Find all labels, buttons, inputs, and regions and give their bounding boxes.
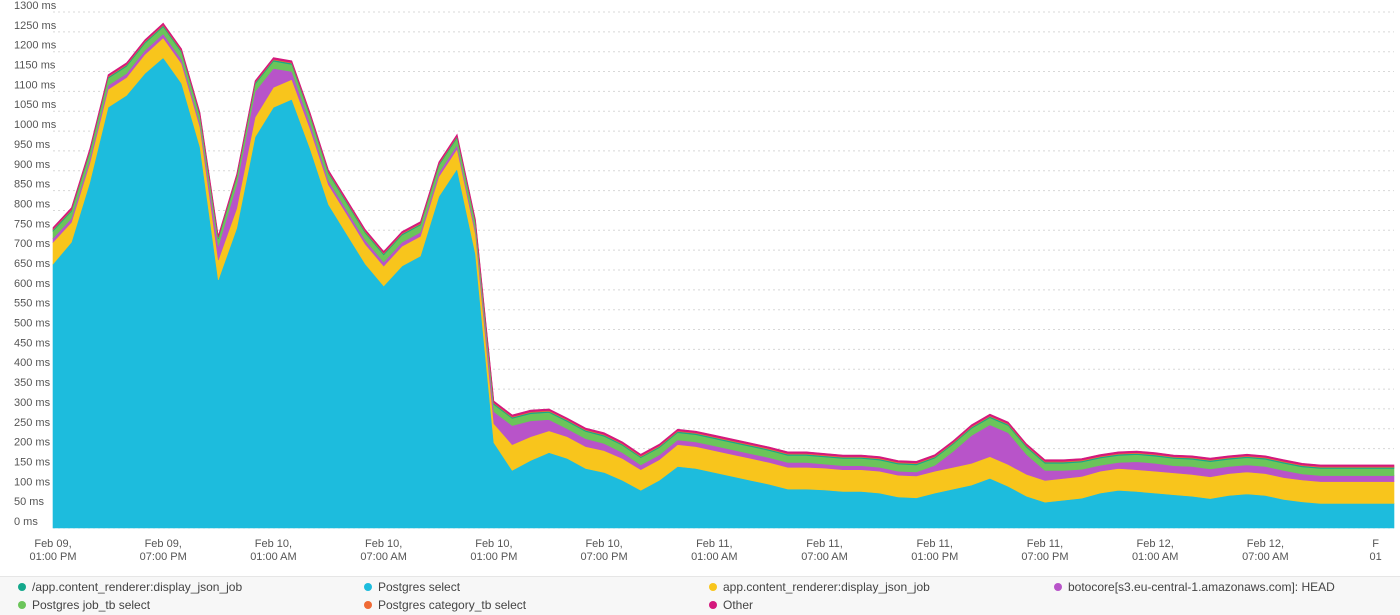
x-tick-label: Feb 11, <box>917 538 954 550</box>
legend-item-app-content-renderer-slash[interactable]: /app.content_renderer:display_json_job <box>18 580 242 594</box>
y-tick-label: 650 ms <box>14 258 51 270</box>
x-tick-label: 07:00 PM <box>1021 551 1068 563</box>
y-tick-label: 450 ms <box>14 337 51 349</box>
y-tick-label: 700 ms <box>14 238 51 250</box>
y-tick-label: 250 ms <box>14 417 51 429</box>
x-tick-label: 01:00 AM <box>250 551 296 563</box>
legend-item-postgres-job-tb-select[interactable]: Postgres job_tb select <box>18 598 150 612</box>
y-tick-label: 1300 ms <box>14 0 57 12</box>
y-tick-label: 1200 ms <box>14 40 57 52</box>
legend-item-app-content-renderer[interactable]: app.content_renderer:display_json_job <box>709 580 930 594</box>
y-tick-label: 800 ms <box>14 198 51 210</box>
y-tick-label: 300 ms <box>14 397 51 409</box>
y-tick-label: 1100 ms <box>14 79 56 91</box>
legend-swatch-icon <box>1054 583 1062 591</box>
x-tick-label: Feb 10, <box>255 538 292 550</box>
y-tick-label: 850 ms <box>14 179 51 191</box>
stacked-area-chart[interactable]: 0 ms 50 ms 100 ms 150 ms 200 ms 250 ms 300 ms 3… <box>0 0 1400 570</box>
legend-label: Other <box>723 598 754 612</box>
legend-item-postgres-category-tb-select[interactable]: Postgres category_tb select <box>364 598 526 612</box>
x-tick-label: 07:00 PM <box>581 551 628 563</box>
y-tick-label: 900 ms <box>14 159 51 171</box>
x-tick-label: 07:00 PM <box>140 551 187 563</box>
x-tick-label: Feb 11, <box>696 538 733 550</box>
x-tick-label: Feb 10, <box>475 538 512 550</box>
y-tick-label: 1000 ms <box>14 119 57 131</box>
x-tick-label: Feb 09, <box>34 538 71 550</box>
y-tick-label: 500 ms <box>14 318 51 330</box>
y-tick-label: 950 ms <box>14 139 51 151</box>
legend-label: Postgres category_tb select <box>378 598 527 612</box>
x-tick-label: 01:00 PM <box>29 551 76 563</box>
legend-swatch-icon <box>709 601 717 609</box>
x-tick-label: Feb 10, <box>365 538 402 550</box>
y-tick-label: 0 ms <box>14 516 38 528</box>
y-tick-label: 1250 ms <box>14 20 57 32</box>
legend-label: /app.content_renderer:display_json_job <box>32 580 243 594</box>
x-tick-label: Feb 11, <box>1027 538 1064 550</box>
x-tick-label: 01:00 AM <box>1132 551 1178 563</box>
area-series-other[interactable] <box>52 22 1395 467</box>
legend-item-postgres-select[interactable]: Postgres select <box>364 580 460 594</box>
y-tick-label: 600 ms <box>14 278 51 290</box>
legend-label: Postgres select <box>378 580 461 594</box>
y-tick-label: 1150 ms <box>14 60 56 72</box>
y-tick-label: 200 ms <box>14 437 51 449</box>
y-tick-label: 50 ms <box>14 496 44 508</box>
x-tick-label: 07:00 AM <box>360 551 406 563</box>
x-tick-label: 01:00 AM <box>691 551 737 563</box>
x-tick-label: F <box>1372 538 1379 550</box>
x-tick-label: 07:00 AM <box>801 551 847 563</box>
y-tick-label: 100 ms <box>14 476 51 488</box>
y-tick-label: 1050 ms <box>14 99 57 111</box>
x-tick-label: 01 <box>1370 551 1382 563</box>
y-tick-label: 400 ms <box>14 357 51 369</box>
legend-swatch-icon <box>364 601 372 609</box>
y-tick-label: 150 ms <box>14 456 51 468</box>
legend-item-botocore-s3-head[interactable]: botocore[s3.eu-central-1.amazonaws.com]:… <box>1054 580 1335 594</box>
legend-swatch-icon <box>18 601 26 609</box>
x-tick-label: Feb 11, <box>806 538 843 550</box>
legend-label: app.content_renderer:display_json_job <box>723 580 930 594</box>
x-tick-label: 01:00 PM <box>911 551 958 563</box>
x-tick-label: Feb 12, <box>1247 538 1284 550</box>
chart-legend: /app.content_renderer:display_json_job P… <box>0 576 1400 615</box>
chart-area: 0 ms 50 ms 100 ms 150 ms 200 ms 250 ms 300 ms 3… <box>0 0 1400 570</box>
y-tick-label: 350 ms <box>14 377 51 389</box>
x-tick-label: Feb 09, <box>145 538 182 550</box>
y-tick-label: 550 ms <box>14 298 51 310</box>
legend-label: botocore[s3.eu-central-1.amazonaws.com]:… <box>1068 580 1335 594</box>
legend-swatch-icon <box>364 583 372 591</box>
x-tick-label: 07:00 AM <box>1242 551 1288 563</box>
y-tick-label: 750 ms <box>14 218 51 230</box>
x-tick-label: Feb 12, <box>1137 538 1174 550</box>
legend-swatch-icon <box>18 583 26 591</box>
x-tick-label: Feb 10, <box>585 538 622 550</box>
legend-item-other[interactable]: Other <box>709 598 753 612</box>
legend-swatch-icon <box>709 583 717 591</box>
x-tick-label: 01:00 PM <box>470 551 517 563</box>
legend-label: Postgres job_tb select <box>32 598 151 612</box>
